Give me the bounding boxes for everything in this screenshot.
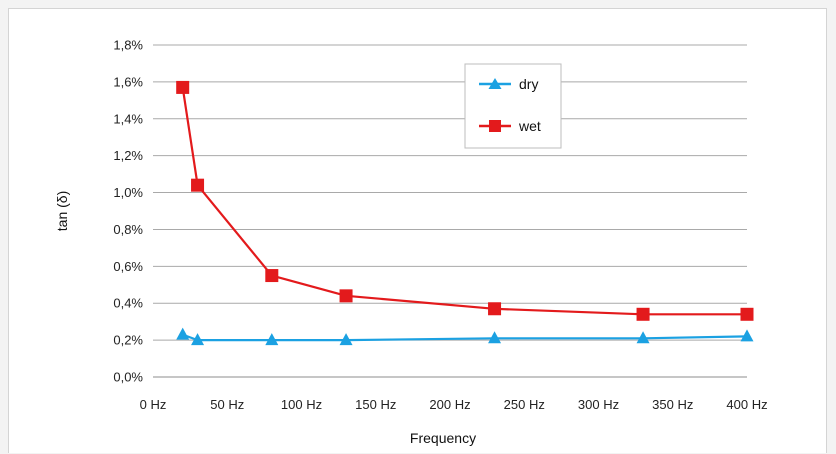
series-dry-point: [636, 331, 650, 344]
x-axis-title: Frequency: [410, 430, 476, 446]
y-tick-label: 1,6%: [113, 74, 143, 89]
y-axis-tick-labels: 0,0% 0,2% 0,4% 0,6% 0,8% 1,0% 1,2% 1,4% 1,6% 1,8%: [113, 38, 143, 385]
legend-dry-label: dry: [519, 76, 538, 92]
series-wet-point: [339, 289, 353, 303]
x-tick-label: 200 Hz: [429, 397, 470, 412]
series-dry-point: [488, 331, 502, 344]
series-dry-line: [182, 333, 748, 342]
series-wet-point: [176, 80, 190, 94]
y-tick-label: 1,0%: [113, 185, 143, 200]
series-wet-point: [265, 269, 279, 283]
grid-lines: [153, 44, 747, 378]
legend-box: [464, 63, 562, 149]
y-tick-label: 1,4%: [113, 111, 143, 126]
y-tick-label: 0,2%: [113, 333, 143, 348]
legend-wet-label: wet: [518, 118, 541, 134]
series-wet-point: [636, 307, 650, 321]
y-tick-label: 0,4%: [113, 296, 143, 311]
y-tick-label: 1,8%: [113, 38, 143, 53]
legend-dry-marker: [488, 78, 502, 89]
y-tick-label: 0,8%: [113, 222, 143, 237]
x-tick-label: 100 Hz: [281, 397, 322, 412]
series-dry-point: [740, 329, 754, 342]
legend-wet-marker: [489, 120, 501, 132]
line-chart: 0,0% 0,2% 0,4% 0,6% 0,8% 1,0% 1,2% 1,4% 1,6% 1,8%…: [54, 38, 768, 447]
x-tick-label: 150 Hz: [355, 397, 396, 412]
series-wet-point: [191, 178, 205, 192]
x-tick-label: 50 Hz: [210, 397, 244, 412]
x-tick-label: 300 Hz: [578, 397, 619, 412]
y-tick-label: 0,6%: [113, 259, 143, 274]
series-layer: [176, 80, 754, 346]
series-dry-point: [176, 327, 190, 340]
series-dry-point: [265, 333, 279, 346]
x-tick-label: 400 Hz: [726, 397, 767, 412]
y-axis-title: tan (δ): [54, 191, 70, 231]
series-wet-point: [740, 307, 754, 321]
series-dry-point: [339, 333, 353, 346]
y-tick-label: 0,0%: [113, 370, 143, 385]
series-wet-point: [488, 302, 502, 316]
series-dry-point: [191, 333, 205, 346]
x-axis-tick-labels: 0 Hz 50 Hz 100 Hz 150 Hz 200 Hz 250 Hz 300 Hz 3…: [140, 397, 768, 412]
y-tick-label: 1,2%: [113, 148, 143, 163]
legend: dry wet: [464, 63, 562, 149]
chart-frame: 0,0% 0,2% 0,4% 0,6% 0,8% 1,0% 1,2% 1,4% 1,6% 1,8%…: [8, 8, 827, 453]
x-tick-label: 350 Hz: [652, 397, 693, 412]
x-tick-label: 0 Hz: [140, 397, 167, 412]
x-tick-label: 250 Hz: [504, 397, 545, 412]
